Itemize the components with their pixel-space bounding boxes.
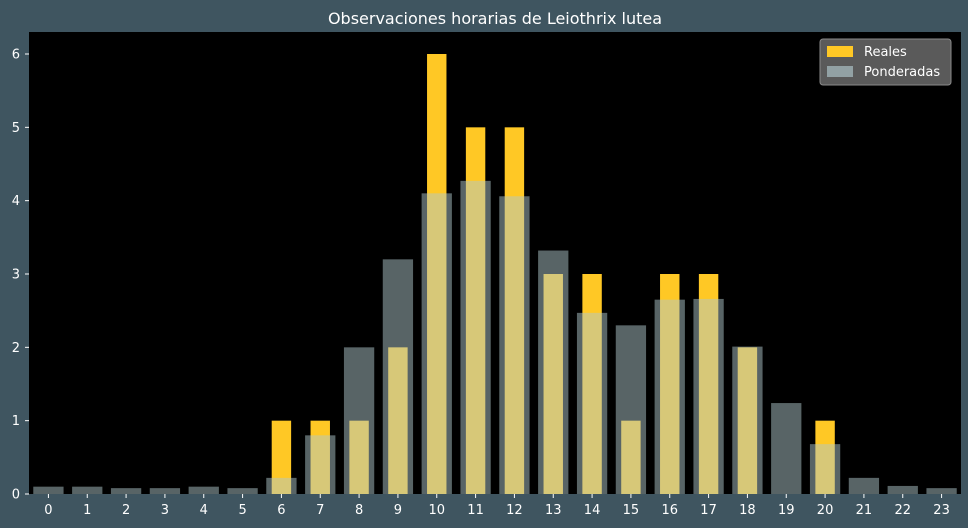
x-tick-label-22: 22 — [894, 503, 911, 518]
x-tick-label-5: 5 — [238, 503, 246, 518]
x-tick-label-23: 23 — [933, 503, 950, 518]
x-tick-label-3: 3 — [161, 503, 169, 518]
x-tick-label-14: 14 — [584, 503, 601, 518]
bar-ponderadas-4 — [188, 486, 219, 494]
x-axis: 0 1 2 3 4 5 6 7 8 9 10 11 12 13 14 15 16 17 18 19 20 21 22 23 — [44, 494, 950, 518]
bar-ponderadas-6 — [266, 477, 297, 494]
x-tick-label-17: 17 — [700, 503, 717, 518]
y-tick-label-2: 2 — [12, 341, 20, 356]
chart-title: Observaciones horarias de Leiothrix lute… — [328, 9, 662, 28]
plot-area — [29, 32, 961, 494]
y-tick-label-4: 4 — [12, 194, 20, 209]
y-tick-label-1: 1 — [12, 414, 20, 429]
x-tick-label-2: 2 — [122, 503, 130, 518]
x-tick-label-8: 8 — [355, 503, 363, 518]
bar-ponderadas-0 — [33, 486, 64, 494]
y-tick-label-6: 6 — [12, 48, 20, 63]
bar-ponderadas-22 — [887, 485, 918, 494]
x-tick-label-19: 19 — [778, 503, 795, 518]
bar-ponderadas-19 — [771, 403, 802, 494]
bar-ponderadas-20 — [809, 444, 841, 494]
legend-swatch-ponderadas — [827, 66, 853, 77]
x-tick-label-9: 9 — [394, 503, 402, 518]
bar-ponderadas-12 — [499, 196, 530, 494]
x-tick-label-11: 11 — [467, 503, 484, 518]
bar-reales-6 — [271, 420, 292, 494]
x-tick-label-7: 7 — [316, 503, 324, 518]
y-tick-label-3: 3 — [12, 268, 20, 283]
bar-ponderadas-17 — [693, 298, 724, 494]
bar-ponderadas-10 — [421, 193, 452, 495]
x-tick-label-12: 12 — [506, 503, 523, 518]
legend: Reales Ponderadas — [819, 38, 952, 86]
bar-ponderadas-2 — [110, 488, 142, 494]
legend-swatch-reales — [827, 46, 853, 57]
bar-ponderadas-23 — [926, 488, 957, 494]
x-tick-label-15: 15 — [623, 503, 640, 518]
bar-ponderadas-13 — [538, 250, 569, 494]
bar-ponderadas-18 — [732, 346, 763, 494]
bar-ponderadas-8 — [343, 347, 375, 494]
x-tick-label-4: 4 — [200, 503, 208, 518]
bar-ponderadas-11 — [460, 180, 491, 494]
x-tick-label-0: 0 — [44, 503, 52, 518]
bar-ponderadas-1 — [72, 486, 103, 494]
x-tick-label-13: 13 — [545, 503, 562, 518]
bar-ponderadas-7 — [305, 435, 336, 494]
bar-ponderadas-15 — [615, 325, 647, 494]
x-tick-label-10: 10 — [428, 503, 445, 518]
y-tick-label-5: 5 — [12, 121, 20, 136]
legend-label-reales: Reales — [864, 45, 907, 60]
y-tick-label-0: 0 — [12, 488, 20, 503]
bar-ponderadas-21 — [848, 477, 880, 494]
bar-ponderadas-9 — [382, 259, 414, 494]
series-ponderadas — [33, 180, 957, 495]
x-tick-label-6: 6 — [277, 503, 285, 518]
legend-label-ponderadas: Ponderadas — [864, 65, 940, 80]
x-tick-label-1: 1 — [83, 503, 91, 518]
x-tick-label-20: 20 — [817, 503, 834, 518]
x-tick-label-18: 18 — [739, 503, 756, 518]
x-tick-label-21: 21 — [856, 503, 873, 518]
bar-ponderadas-14 — [576, 312, 608, 494]
bar-ponderadas-3 — [149, 488, 181, 494]
y-axis: 0 1 2 3 4 5 6 — [12, 48, 29, 503]
bar-ponderadas-16 — [654, 299, 685, 494]
bar-ponderadas-5 — [227, 488, 258, 494]
x-tick-label-16: 16 — [661, 503, 678, 518]
